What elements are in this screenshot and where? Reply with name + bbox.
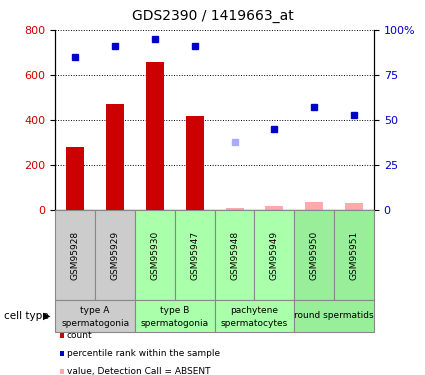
Bar [294, 210, 334, 300]
Text: GDS2390 / 1419663_at: GDS2390 / 1419663_at [132, 9, 293, 23]
Bar [175, 210, 215, 300]
Text: percentile rank within the sample: percentile rank within the sample [67, 349, 220, 358]
Bar [106, 104, 124, 210]
Text: spermatocytes: spermatocytes [221, 320, 288, 328]
Bar [305, 202, 323, 210]
Bar [95, 210, 135, 300]
Text: GSM95951: GSM95951 [350, 230, 359, 280]
Text: count: count [67, 331, 92, 340]
Bar [266, 206, 283, 210]
Bar [255, 210, 294, 300]
Text: GSM95947: GSM95947 [190, 230, 199, 280]
Text: GSM95929: GSM95929 [110, 230, 119, 280]
Bar [215, 210, 255, 300]
Bar [334, 210, 374, 300]
Text: round spermatids: round spermatids [295, 311, 374, 320]
Bar [226, 208, 244, 210]
Bar [186, 116, 204, 210]
Text: type B: type B [160, 306, 190, 315]
Bar [135, 210, 175, 300]
Text: value, Detection Call = ABSENT: value, Detection Call = ABSENT [67, 367, 210, 375]
Text: spermatogonia: spermatogonia [141, 320, 209, 328]
Bar [55, 300, 135, 332]
Text: GSM95930: GSM95930 [150, 230, 159, 280]
Text: GSM95949: GSM95949 [270, 230, 279, 280]
Text: cell type: cell type [4, 311, 49, 321]
Bar [55, 210, 95, 300]
Bar [135, 300, 215, 332]
Text: GSM95928: GSM95928 [71, 230, 79, 280]
Bar [146, 62, 164, 210]
Text: GSM95950: GSM95950 [310, 230, 319, 280]
Bar [215, 300, 294, 332]
Text: spermatogonia: spermatogonia [61, 320, 129, 328]
Text: GSM95948: GSM95948 [230, 230, 239, 280]
Text: type A: type A [80, 306, 110, 315]
Bar [66, 147, 84, 210]
Text: pachytene: pachytene [230, 306, 278, 315]
Text: ▶: ▶ [43, 311, 51, 321]
Bar [294, 300, 374, 332]
Bar [345, 203, 363, 210]
